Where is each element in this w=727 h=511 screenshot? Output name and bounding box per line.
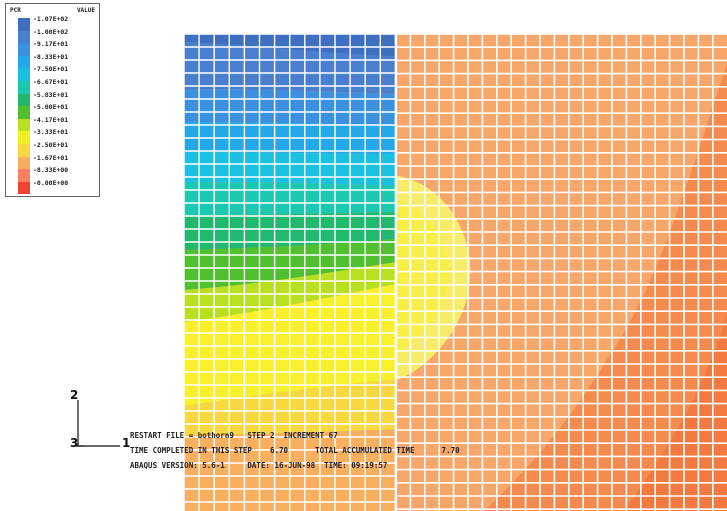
legend-label: -5.00E+01 (33, 103, 69, 112)
version-date-line: ABAQUS VERSION: 5.6-1 DATE: 16-JUN-98 TI… (130, 461, 388, 470)
legend-swatch (18, 144, 30, 157)
legend-swatch (18, 131, 30, 144)
legend-swatch (18, 68, 30, 81)
legend-swatch (18, 169, 30, 182)
contour-band-yellow-bulge-edge (396, 199, 450, 354)
legend-label: -3.33E+01 (33, 128, 69, 137)
legend-label: -1.07E+02 (33, 15, 69, 23)
legend-swatch (18, 118, 30, 132)
legend-swatch (18, 156, 30, 170)
legend-label: -0.00E+00 (33, 178, 69, 187)
legend-swatch (18, 93, 30, 107)
time-completed-line: TIME COMPLETED IN THIS STEP 6.70 TOTAL A… (130, 446, 460, 455)
triad-label-3: 3 (70, 436, 79, 450)
legend-label: -2.50E+01 (33, 141, 69, 149)
restart-file-line: RESTART FILE = bothorn9 STEP 2 INCREMENT… (130, 431, 338, 440)
contour-band-dark-orange (484, 64, 727, 511)
legend-swatch (18, 106, 30, 119)
mesh-grid (184, 34, 727, 511)
axis-triad: 2 1 3 (58, 388, 138, 460)
legend-label: -5.83E+01 (33, 90, 69, 99)
legend-label: -9.17E+01 (33, 40, 69, 49)
legend-label: -4.17E+01 (33, 115, 69, 124)
legend-label: -8.33E+00 (33, 166, 69, 175)
legend-swatch (18, 18, 30, 31)
legend-swatch (18, 81, 30, 94)
triad-label-1: 1 (122, 436, 131, 450)
legend-label: -1.67E+01 (33, 153, 69, 162)
legend-label: -7.50E+01 (33, 65, 69, 74)
legend-title: PCR (10, 7, 21, 14)
triad-label-2: 2 (70, 388, 79, 402)
legend-swatch (18, 181, 30, 195)
contour-plot (184, 34, 727, 511)
analysis-info: RESTART FILE = bothorn9 STEP 2 INCREMENT… (130, 428, 460, 473)
legend-swatch (18, 30, 30, 44)
legend-label: -6.67E+01 (33, 78, 69, 86)
legend-swatch (18, 43, 30, 56)
legend-label: -1.00E+02 (33, 27, 69, 36)
legend-unit: VALUE (76, 7, 95, 14)
contour-legend: PCR VALUE -1.07E+02 -1.00E+02 -9.17E+01 -8.… (5, 3, 100, 197)
contour-band-deep-orange (624, 314, 727, 511)
legend-swatch (18, 55, 30, 69)
legend-label: -8.33E+01 (33, 52, 69, 61)
